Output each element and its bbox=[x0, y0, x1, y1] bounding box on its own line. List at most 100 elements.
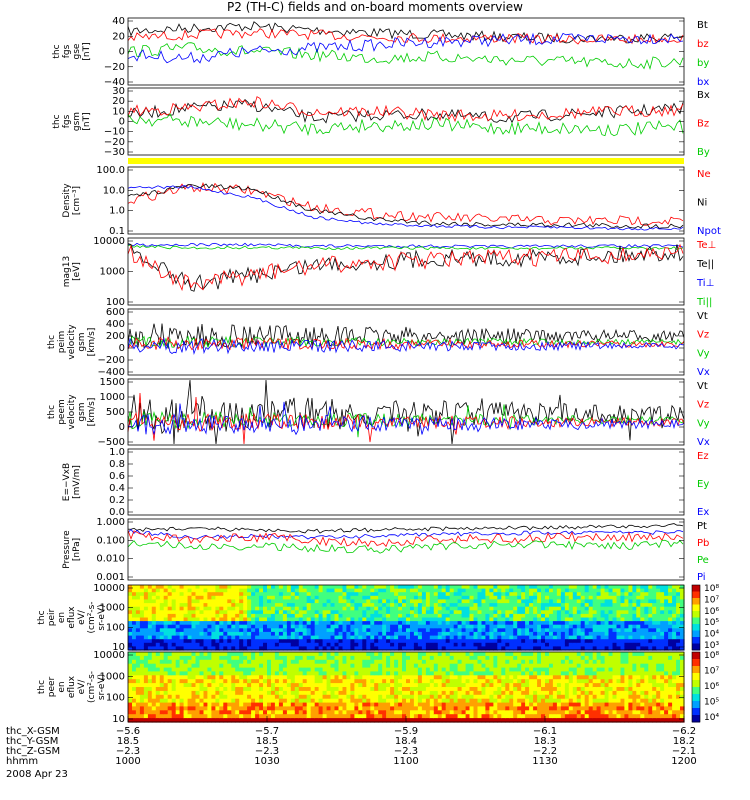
pressure-ytick-label: 0.100 bbox=[96, 535, 125, 546]
peem_v-legend-0: Vt bbox=[697, 381, 708, 392]
peem_v-ytick-label: 1000 bbox=[100, 392, 125, 403]
npot-line bbox=[127, 185, 684, 231]
xaxis-value: 1130 bbox=[532, 756, 557, 767]
density-ylabel: Density bbox=[62, 183, 72, 218]
xaxis-row-label: thc_Z-GSM bbox=[6, 746, 60, 757]
temp-ytick-label: 10000 bbox=[93, 236, 125, 247]
fgs_gsm-ytick-label: −30 bbox=[104, 147, 125, 158]
peir-ylabel: eV/ bbox=[77, 609, 87, 625]
fgs_gsm-frame bbox=[127, 87, 685, 156]
pressure-ytick-label: 0.010 bbox=[96, 554, 125, 565]
density-frame bbox=[127, 166, 685, 235]
peem_v-legend-2: Vy bbox=[697, 418, 710, 429]
pi-line bbox=[127, 528, 684, 540]
fgs-ylabel: [nT] bbox=[82, 42, 92, 60]
peir-ytick-label: 10 bbox=[112, 642, 125, 653]
pressure-legend-3: Pi bbox=[697, 572, 706, 583]
peim_v-ylabel: velocity bbox=[67, 324, 77, 360]
temp-legend-1: Te|| bbox=[696, 259, 714, 270]
fgs-ylabel: gse bbox=[72, 43, 82, 59]
peir-colorbar-label: 10⁷ bbox=[704, 595, 719, 605]
peem_v-ylabel: [km/s] bbox=[87, 398, 97, 427]
fgs-legend-3: bx bbox=[697, 77, 709, 88]
by-line bbox=[127, 42, 684, 70]
efield-legend-2: Ex bbox=[697, 507, 709, 518]
xaxis-row-label: thc_X-GSM bbox=[6, 726, 60, 737]
peem_v-ylabel: velocity bbox=[67, 394, 77, 430]
efield-ytick-label: 0.0 bbox=[109, 507, 125, 518]
xaxis-row-label: thc_Y-GSM bbox=[6, 736, 58, 747]
peir-ylabel: thc bbox=[37, 610, 47, 624]
peir-colorbar-label: 10⁴ bbox=[704, 630, 719, 640]
xaxis-value: 18.5 bbox=[256, 736, 278, 747]
temp-ylabel: [eV] bbox=[72, 262, 82, 281]
peer-colorbar-frame bbox=[691, 651, 701, 723]
peim_v-legend-1: Vz bbox=[697, 330, 709, 341]
temp-legend-2: Ti⊥ bbox=[696, 278, 714, 289]
xaxis-value: 1030 bbox=[254, 756, 279, 767]
peim_v-legend-0: Vt bbox=[697, 311, 708, 322]
tipar-line bbox=[127, 244, 684, 251]
fgs-legend-2: by bbox=[697, 58, 709, 69]
xaxis-row-label: hhmm bbox=[6, 756, 38, 767]
fgs_gsm-legend-2: By bbox=[697, 147, 710, 158]
xaxis-value: 18.5 bbox=[117, 736, 139, 747]
density-legend-1: Ni bbox=[697, 198, 707, 209]
peir-colorbar bbox=[692, 585, 700, 651]
peem_v-ytick-label: 1500 bbox=[100, 377, 125, 388]
peer-ylabel: thc bbox=[37, 680, 47, 694]
pressure-ylabel: Pressure bbox=[62, 530, 72, 569]
peir-colorbar-label: 10³ bbox=[704, 641, 719, 651]
fgs_gsm-legend-0: Bx bbox=[697, 90, 710, 101]
density-ytick-label: 0.1 bbox=[109, 226, 125, 237]
peer-ylabel: eflux bbox=[67, 675, 77, 698]
density-ylabel: [cm⁻³] bbox=[72, 186, 82, 215]
temp-legend-3: Ti|| bbox=[696, 297, 712, 308]
data-gap-bar bbox=[128, 158, 684, 164]
efield-ytick-label: 0.2 bbox=[109, 495, 125, 506]
peim_v-ylabel: gsm bbox=[77, 332, 87, 351]
peer-ytick-label: 10 bbox=[112, 714, 125, 725]
by-gsm-line bbox=[127, 113, 684, 137]
xaxis-value: −2.3 bbox=[255, 746, 279, 757]
xaxis-value: 1200 bbox=[671, 756, 696, 767]
peir-frame bbox=[127, 584, 685, 651]
peir-colorbar-label: 10⁶ bbox=[704, 607, 719, 617]
efield-ytick-label: 0.8 bbox=[109, 459, 125, 470]
fgs_gsm-ytick-label: −10 bbox=[104, 127, 125, 138]
xaxis-value: −2.3 bbox=[394, 746, 418, 757]
peim_v-ytick-label: −400 bbox=[98, 367, 125, 378]
density-ytick-label: 10.0 bbox=[103, 185, 125, 196]
peem_v-ylabel: thc bbox=[47, 405, 57, 419]
xaxis-value: −5.9 bbox=[394, 726, 418, 737]
peer-colorbar bbox=[692, 652, 700, 723]
peim_v-vx-line bbox=[127, 337, 685, 355]
pressure-ytick-label: 0.001 bbox=[96, 572, 125, 583]
xaxis-value: −6.1 bbox=[533, 726, 557, 737]
peem_v-ytick-label: 500 bbox=[106, 407, 125, 418]
xaxis-value: 18.4 bbox=[395, 736, 417, 747]
peir-ylabel: peir bbox=[47, 608, 57, 626]
peir-ylabel: eflux bbox=[67, 606, 77, 629]
fgs_gsm-ytick-label: 10 bbox=[112, 106, 125, 117]
peer-colorbar-label: 10⁷ bbox=[704, 667, 719, 677]
xaxis-value: −5.6 bbox=[116, 726, 140, 737]
peer-colorbar-label: 10⁴ bbox=[704, 713, 719, 723]
pressure-legend-1: Pb bbox=[697, 538, 709, 549]
peim_v-ytick-label: −200 bbox=[98, 355, 125, 366]
fgs_gsm-ylabel: [nT] bbox=[82, 112, 92, 130]
peim_v-frame bbox=[127, 308, 685, 376]
peer-colorbar-label: 10⁵ bbox=[704, 698, 719, 708]
page-title: P2 (TH-C) fields and on-board moments ov… bbox=[227, 0, 523, 14]
pressure-frame bbox=[127, 518, 685, 581]
peer-ylabel: peer bbox=[47, 676, 57, 697]
peim_v-ytick-label: 600 bbox=[106, 307, 125, 318]
xaxis-value: −2.1 bbox=[672, 746, 696, 757]
pressure-ytick-label: 1.000 bbox=[96, 517, 125, 528]
xaxis-value: 1100 bbox=[393, 756, 418, 767]
peem_v-ytick-label: 0 bbox=[119, 422, 125, 433]
fgs-ytick-label: 20 bbox=[112, 31, 125, 42]
density-ytick-label: 100.0 bbox=[96, 165, 125, 176]
xaxis-value: 1000 bbox=[115, 756, 140, 767]
